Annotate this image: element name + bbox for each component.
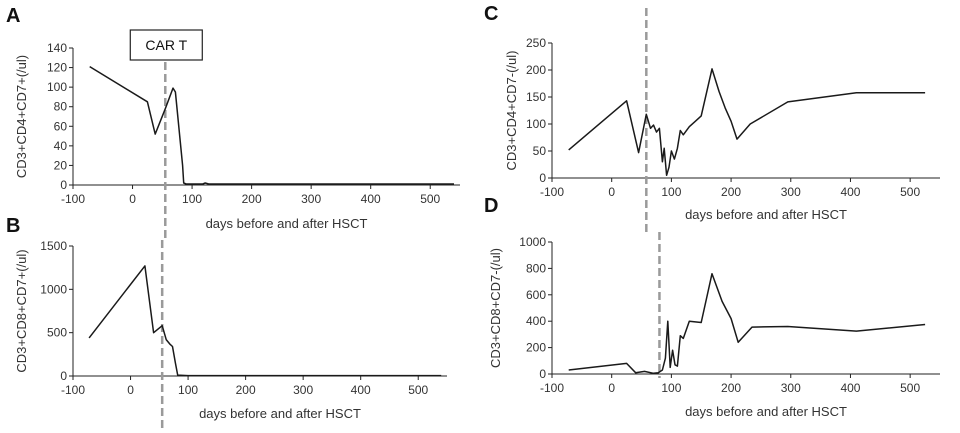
y-tick-label: 100 — [47, 80, 67, 94]
y-axis-label: CD3+CD4+CD7-(/ul) — [504, 51, 519, 171]
x-tick-label: 500 — [408, 383, 428, 397]
series-line-a — [89, 65, 454, 185]
x-tick-label: 100 — [661, 381, 681, 395]
x-axis-label: days before and after HSCT — [199, 406, 361, 421]
y-tick-label: 600 — [526, 288, 546, 302]
y-tick-label: 40 — [54, 139, 68, 153]
panel-letter: B — [6, 215, 20, 237]
x-tick-label: 400 — [840, 185, 860, 199]
panel-letter: C — [484, 3, 498, 25]
x-tick-label: 200 — [721, 185, 741, 199]
x-tick-label: -100 — [540, 185, 564, 199]
y-tick-label: 0 — [539, 171, 546, 185]
x-tick-label: 400 — [351, 383, 371, 397]
y-tick-label: 150 — [526, 90, 546, 104]
x-axis-label: days before and after HSCT — [206, 216, 368, 231]
x-tick-label: 500 — [420, 192, 440, 206]
y-tick-label: 200 — [526, 341, 546, 355]
y-tick-label: 140 — [47, 41, 67, 55]
y-axis-label: CD3+CD4+CD7+(/ul) — [14, 55, 29, 178]
x-tick-label: 200 — [721, 381, 741, 395]
y-tick-label: 1500 — [40, 239, 67, 253]
y-tick-label: 100 — [526, 117, 546, 131]
series-line-d — [568, 272, 926, 375]
y-tick-label: 0 — [539, 367, 546, 381]
y-tick-label: 80 — [54, 100, 68, 114]
series-line-b — [88, 265, 442, 377]
x-tick-label: 100 — [182, 192, 202, 206]
x-tick-label: 100 — [661, 185, 681, 199]
x-tick-label: 500 — [900, 185, 920, 199]
y-tick-label: 800 — [526, 261, 546, 275]
x-tick-label: 0 — [608, 381, 615, 395]
y-tick-label: 500 — [47, 326, 67, 340]
car-t-box — [129, 29, 203, 61]
panel-letter: A — [6, 5, 20, 27]
x-tick-label: -100 — [61, 383, 85, 397]
x-tick-label: 500 — [900, 381, 920, 395]
x-tick-label: 0 — [129, 192, 136, 206]
x-axis-label: days before and after HSCT — [685, 404, 847, 419]
x-tick-label: 200 — [236, 383, 256, 397]
y-axis-label: CD3+CD8+CD7-(/ul) — [488, 248, 503, 368]
series-line-c — [568, 68, 926, 177]
x-tick-label: 300 — [781, 185, 801, 199]
y-tick-label: 0 — [60, 369, 67, 383]
y-tick-label: 200 — [526, 63, 546, 77]
x-tick-label: 0 — [608, 185, 615, 199]
y-tick-label: 0 — [60, 178, 67, 192]
x-axis-label: days before and after HSCT — [685, 207, 847, 222]
y-tick-label: 1000 — [519, 235, 546, 249]
x-tick-label: -100 — [61, 192, 85, 206]
y-tick-label: 50 — [533, 144, 547, 158]
x-tick-label: -100 — [540, 381, 564, 395]
panel-letter: D — [484, 195, 498, 217]
car-t-annotation: CAR T — [129, 29, 203, 61]
y-tick-label: 1000 — [40, 282, 67, 296]
y-tick-label: 20 — [54, 158, 68, 172]
x-tick-label: 400 — [361, 192, 381, 206]
x-tick-label: 400 — [840, 381, 860, 395]
y-axis-label: CD3+CD8+CD7+(/ul) — [14, 249, 29, 372]
y-tick-label: 60 — [54, 119, 68, 133]
y-tick-label: 120 — [47, 61, 67, 75]
x-tick-label: 300 — [293, 383, 313, 397]
y-tick-label: 400 — [526, 314, 546, 328]
car-t-label: CAR T — [145, 37, 187, 53]
x-tick-label: 300 — [301, 192, 321, 206]
y-tick-label: 250 — [526, 36, 546, 50]
x-tick-label: 100 — [178, 383, 198, 397]
x-tick-label: 200 — [242, 192, 262, 206]
x-tick-label: 0 — [127, 383, 134, 397]
x-tick-label: 300 — [781, 381, 801, 395]
